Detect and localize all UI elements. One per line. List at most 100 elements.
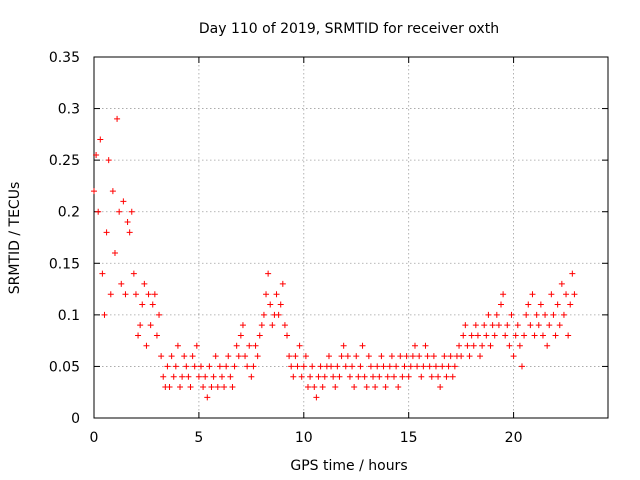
data-point [546,322,553,329]
data-point [554,301,561,308]
data-point [349,363,356,370]
data-point [437,384,444,391]
data-point [363,384,370,391]
data-point [206,363,213,370]
data-point [273,291,280,298]
data-point [179,373,186,380]
data-point [560,311,567,318]
x-tick-label: 5 [194,430,203,446]
data-point [101,311,108,318]
data-point [309,363,316,370]
data-point [447,353,454,360]
data-point [143,342,150,349]
data-point [174,342,181,349]
data-point [424,353,431,360]
y-tick-label: 0.2 [58,205,80,221]
data-point [466,353,473,360]
data-point [116,208,123,215]
data-point [481,322,488,329]
data-point [472,322,479,329]
data-point [344,353,351,360]
data-point [164,363,171,370]
data-point [370,373,377,380]
data-point [302,353,309,360]
data-point [489,322,496,329]
data-point [571,291,578,298]
y-tick-label: 0.15 [49,256,80,272]
data-point [386,363,393,370]
data-point [233,342,240,349]
data-point [502,332,509,339]
data-point [135,332,142,339]
data-point [242,353,249,360]
data-point [374,363,381,370]
data-point [393,363,400,370]
plot-frame [93,56,609,419]
x-tick-label: 20 [505,430,523,446]
data-point [103,229,110,236]
data-point [449,373,456,380]
data-point [156,311,163,318]
data-point [250,363,257,370]
data-point [464,342,471,349]
data-point [334,363,341,370]
data-point [216,363,223,370]
data-point [231,363,238,370]
data-point [99,270,106,277]
data-point [510,353,517,360]
data-point [248,373,255,380]
data-point [552,332,559,339]
data-point [269,322,276,329]
data-point [342,363,349,370]
data-point [351,384,358,391]
data-point [367,363,374,370]
data-point [284,332,291,339]
data-point [229,384,236,391]
data-point [355,373,362,380]
data-point [265,270,272,277]
data-point [567,301,574,308]
data-point [202,373,209,380]
data-point [286,353,293,360]
data-point [132,291,139,298]
data-point [210,373,217,380]
data-points [91,115,578,401]
data-point [378,353,385,360]
data-point [185,373,192,380]
data-point [443,373,450,380]
data-point [183,363,190,370]
data-point [313,394,320,401]
data-point [516,342,523,349]
data-point [120,198,127,205]
y-axis-label: SRMTID / TECUs [7,182,23,295]
data-point [91,188,97,195]
data-point [569,270,576,277]
data-point [388,353,395,360]
data-point [336,373,343,380]
data-point [407,363,414,370]
data-point [512,332,519,339]
data-point [340,342,347,349]
data-point [223,363,230,370]
data-point [332,384,339,391]
data-point [114,115,121,122]
data-point [258,322,265,329]
data-point [221,384,228,391]
data-point [428,373,435,380]
data-point [137,322,144,329]
data-point [256,332,263,339]
data-point [435,373,442,380]
y-tick-label: 0.3 [58,102,80,118]
data-point [401,363,408,370]
data-point [128,208,135,215]
data-point [485,311,492,318]
data-point [346,373,353,380]
data-point [477,353,484,360]
data-point [288,363,295,370]
data-point [479,342,486,349]
data-point [290,373,297,380]
x-axis-ticks: 0 5 10 15 20 [90,57,523,446]
data-point [139,301,146,308]
data-point [95,208,102,215]
